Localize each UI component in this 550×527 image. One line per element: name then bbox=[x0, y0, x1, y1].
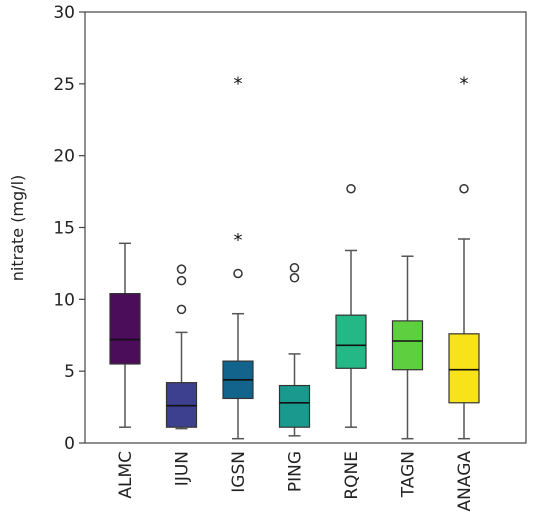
outlier-point bbox=[289, 262, 300, 273]
x-category-label: RQNE bbox=[342, 451, 362, 500]
x-category-label: PING bbox=[286, 451, 306, 492]
outlier-point bbox=[346, 183, 356, 194]
box-iqr bbox=[109, 292, 141, 365]
outlier-point bbox=[176, 304, 187, 315]
y-tick-label: 0 bbox=[64, 434, 75, 454]
y-tick-label: 15 bbox=[53, 219, 75, 239]
boxes-layer: ** * bbox=[109, 73, 480, 440]
y-axis: 0 5 10 15 20 25 30 bbox=[53, 3, 85, 454]
box-iqr bbox=[391, 320, 424, 371]
box-anaga: * bbox=[448, 73, 480, 440]
y-tick-label: 25 bbox=[53, 75, 75, 95]
y-tick-label: 10 bbox=[53, 290, 75, 310]
box-iqr bbox=[448, 333, 480, 404]
x-category-label: TAGN bbox=[399, 451, 419, 498]
box-almc bbox=[109, 242, 141, 428]
outlier-point bbox=[233, 268, 243, 279]
y-tick-label: 20 bbox=[53, 147, 75, 167]
box-rqne bbox=[335, 183, 367, 428]
x-category-label: ALMC bbox=[116, 451, 136, 499]
x-category-label: ANAGA bbox=[455, 451, 475, 512]
x-category-label: IJUN bbox=[173, 451, 193, 486]
box-ijun bbox=[165, 264, 198, 430]
box-tagn bbox=[391, 255, 424, 440]
y-tick-label: 30 bbox=[53, 3, 75, 23]
box-igsn: ** bbox=[222, 73, 254, 440]
x-axis: ALMC IJUN IGSN PING RQNE TAGN ANAGA bbox=[116, 451, 475, 512]
outlier-point bbox=[176, 275, 187, 286]
extreme-point: * bbox=[234, 230, 243, 251]
outlier-point bbox=[176, 264, 187, 274]
y-tick-label: 5 bbox=[64, 362, 75, 382]
outlier-point bbox=[459, 183, 469, 194]
box-iqr bbox=[278, 384, 311, 428]
x-category-label: IGSN bbox=[229, 451, 249, 493]
extreme-point: * bbox=[234, 73, 243, 94]
box-iqr bbox=[335, 314, 367, 369]
outlier-point bbox=[289, 273, 300, 283]
extreme-point: * bbox=[460, 73, 469, 94]
y-axis-title: nitrate (mg/l) bbox=[8, 175, 27, 282]
box-ping bbox=[278, 262, 311, 437]
